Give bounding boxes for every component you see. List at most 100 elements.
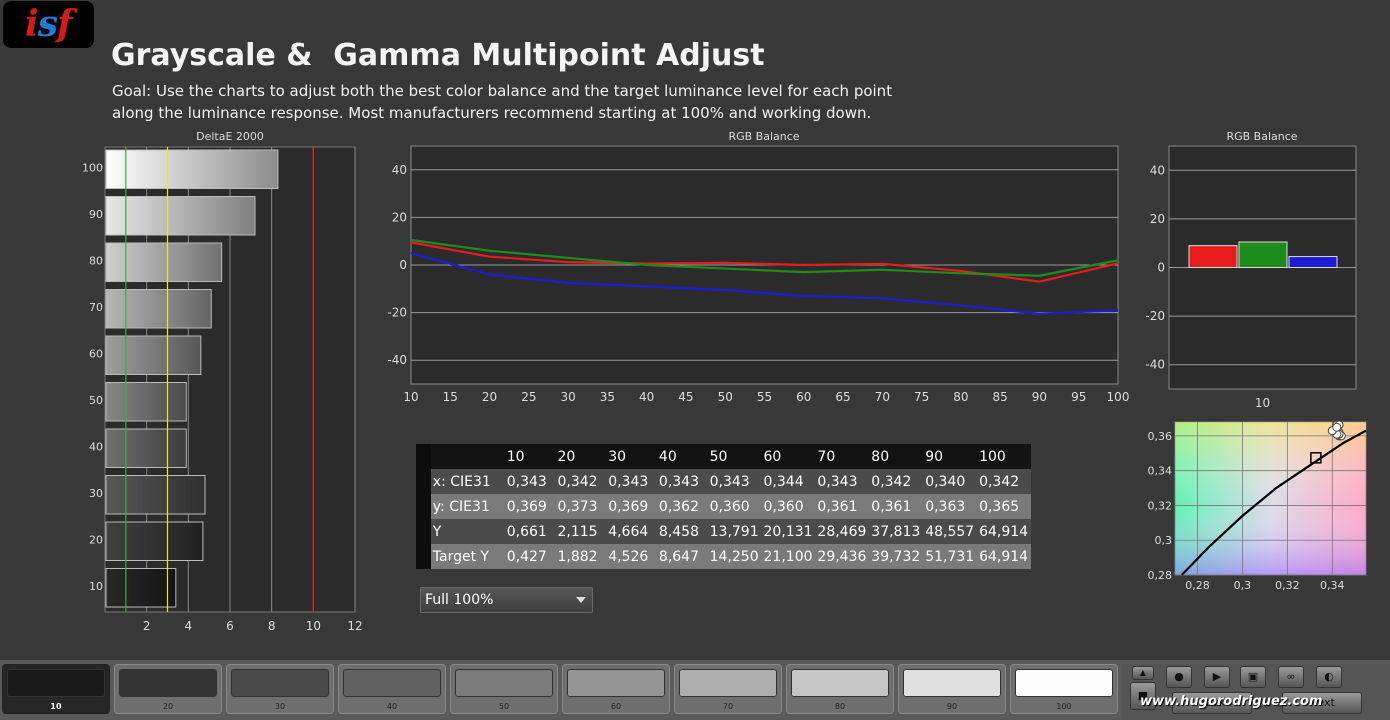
deltae-bar bbox=[105, 475, 206, 515]
patch-button-70[interactable]: 70 bbox=[674, 664, 782, 714]
patch-swatch bbox=[455, 669, 553, 697]
patch-button-90[interactable]: 90 bbox=[898, 664, 1006, 714]
patch-button-40[interactable]: 40 bbox=[338, 664, 446, 714]
back-button[interactable]: Back bbox=[1172, 692, 1252, 714]
back-label: Back bbox=[1198, 696, 1226, 709]
up-arrow-button[interactable]: ▲ bbox=[1132, 666, 1154, 680]
rgb-bar-ytick-label: 40 bbox=[1150, 163, 1165, 177]
table-lead-cell bbox=[416, 494, 431, 519]
deltae-category-label: 40 bbox=[89, 440, 103, 453]
table-cell: 13,791 bbox=[707, 519, 762, 544]
table-corner-cell bbox=[430, 444, 505, 469]
table-cell: 0,361 bbox=[815, 494, 870, 519]
table-cell: 0,369 bbox=[504, 494, 556, 519]
table-cell: 0,343 bbox=[606, 469, 657, 494]
save-icon[interactable]: ▣ bbox=[1240, 666, 1266, 688]
measurement-table: 10 20 30 40 50 60 70 80 90 100 x: CIE31 0,343 0,342 0… bbox=[416, 444, 1031, 569]
patch-label: 80 bbox=[834, 702, 846, 711]
deltae-xtick-label: 2 bbox=[143, 619, 151, 633]
loop-icon[interactable]: ∞ bbox=[1278, 666, 1304, 688]
rgb-line-xtick-label: 85 bbox=[993, 390, 1008, 404]
rgb-bar-red bbox=[1188, 245, 1238, 268]
settings-icon[interactable]: ◐ bbox=[1316, 666, 1342, 688]
patch-label: 70 bbox=[722, 702, 734, 711]
rgb-line-xtick-label: 10 bbox=[403, 390, 418, 404]
deltae-xtick-label: 8 bbox=[268, 619, 276, 633]
table-column-header: 20 bbox=[555, 444, 607, 469]
rgb-bar-blue bbox=[1288, 256, 1338, 269]
table-cell: 0,360 bbox=[761, 494, 816, 519]
table-cell: 0,365 bbox=[977, 494, 1031, 519]
patch-label: 20 bbox=[162, 702, 174, 711]
table-cell: 4,664 bbox=[606, 519, 657, 544]
table-cell: 20,131 bbox=[761, 519, 816, 544]
patch-swatch bbox=[7, 669, 105, 697]
table-column-header: 40 bbox=[656, 444, 708, 469]
play-button[interactable]: ▶ bbox=[1204, 666, 1230, 688]
table-cell: 0,363 bbox=[923, 494, 978, 519]
deltae-category-label: 60 bbox=[89, 347, 103, 360]
table-cell: 4,526 bbox=[606, 544, 657, 569]
table-row-label: Y bbox=[430, 519, 505, 544]
table-cell: 0,369 bbox=[606, 494, 657, 519]
rgb-line-xtick-label: 55 bbox=[757, 390, 772, 404]
rgb-line-ytick-label: -40 bbox=[387, 353, 407, 367]
stop-button[interactable]: ● bbox=[1166, 666, 1192, 688]
next-button[interactable]: Next bbox=[1282, 692, 1362, 714]
patch-button-20[interactable]: 20 bbox=[114, 664, 222, 714]
table-cell: 2,115 bbox=[555, 519, 607, 544]
deltae-xtick-label: 10 bbox=[306, 619, 321, 633]
table-lead-cell bbox=[416, 519, 431, 544]
patch-swatch bbox=[1015, 669, 1113, 697]
patch-swatch bbox=[231, 669, 329, 697]
rgb-line-ytick-label: 20 bbox=[392, 210, 407, 224]
cie-locus-line bbox=[1180, 429, 1367, 576]
deltae-category-label: 100 bbox=[82, 161, 103, 174]
table-column-header: 50 bbox=[707, 444, 762, 469]
table-cell: 0,344 bbox=[761, 469, 816, 494]
rgb-line-series-green bbox=[410, 238, 1119, 277]
patch-button-100[interactable]: 100 bbox=[1010, 664, 1118, 714]
deltae-xtick-label: 4 bbox=[185, 619, 193, 633]
deltae-chart: 2 4 6 8 10 12 100 90 80 70 60 50 40 30 20 10 bbox=[82, 146, 363, 633]
table-column-header: 100 bbox=[977, 444, 1031, 469]
patch-label: 90 bbox=[946, 702, 958, 711]
goal-line-1: Goal: Use the charts to adjust both the … bbox=[112, 82, 893, 100]
table-row: Target Y 0,427 1,882 4,526 8,647 14,250 21,100… bbox=[416, 544, 1031, 569]
table-cell: 51,731 bbox=[923, 544, 978, 569]
logo-text: isf bbox=[25, 3, 72, 45]
rgb-line-xtick-label: 90 bbox=[1032, 390, 1047, 404]
rgb-line-xtick-label: 95 bbox=[1071, 390, 1086, 404]
patch-button-80[interactable]: 80 bbox=[786, 664, 894, 714]
patch-button-30[interactable]: 30 bbox=[226, 664, 334, 714]
patch-swatch bbox=[679, 669, 777, 697]
deltae-category-label: 30 bbox=[89, 487, 103, 500]
patch-label: 60 bbox=[610, 702, 622, 711]
patch-button-60[interactable]: 60 bbox=[562, 664, 670, 714]
deltae-bar bbox=[105, 289, 212, 329]
cie-measurement-point bbox=[1332, 422, 1342, 432]
table-cell: 0,343 bbox=[815, 469, 870, 494]
table-cell: 8,458 bbox=[656, 519, 708, 544]
stimulus-size-dropdown[interactable]: Full 100% bbox=[420, 587, 593, 613]
stop-square-button[interactable]: ■ bbox=[1130, 682, 1156, 710]
table-cell: 28,469 bbox=[815, 519, 870, 544]
patch-button-10[interactable]: 10 bbox=[2, 664, 110, 714]
table-column-header: 80 bbox=[869, 444, 924, 469]
table-row: Y 0,661 2,115 4,664 8,458 13,791 20,131 28,469 3… bbox=[416, 519, 1031, 544]
rgb-bar-green bbox=[1238, 241, 1288, 268]
rgb-bar-ytick-label: 0 bbox=[1157, 261, 1165, 275]
deltae-category-label: 70 bbox=[89, 301, 103, 314]
rgb-line-ytick-label: 40 bbox=[392, 163, 407, 177]
table-cell: 0,362 bbox=[656, 494, 708, 519]
deltae-bar bbox=[105, 382, 187, 422]
rgb-line-ytick-label: 0 bbox=[399, 258, 407, 272]
table-cell: 39,732 bbox=[869, 544, 924, 569]
table-lead-cell bbox=[416, 444, 431, 469]
patch-swatch bbox=[903, 669, 1001, 697]
rgb-bar-ytick-label: -20 bbox=[1145, 309, 1165, 323]
rgb-line-xtick-label: 60 bbox=[796, 390, 811, 404]
deltae-category-label: 20 bbox=[89, 533, 103, 546]
cie-chromaticity-chart: 0,28 0,3 0,32 0,34 0,36 0,34 0,32 0,3 0,28 bbox=[1148, 420, 1367, 592]
patch-button-50[interactable]: 50 bbox=[450, 664, 558, 714]
